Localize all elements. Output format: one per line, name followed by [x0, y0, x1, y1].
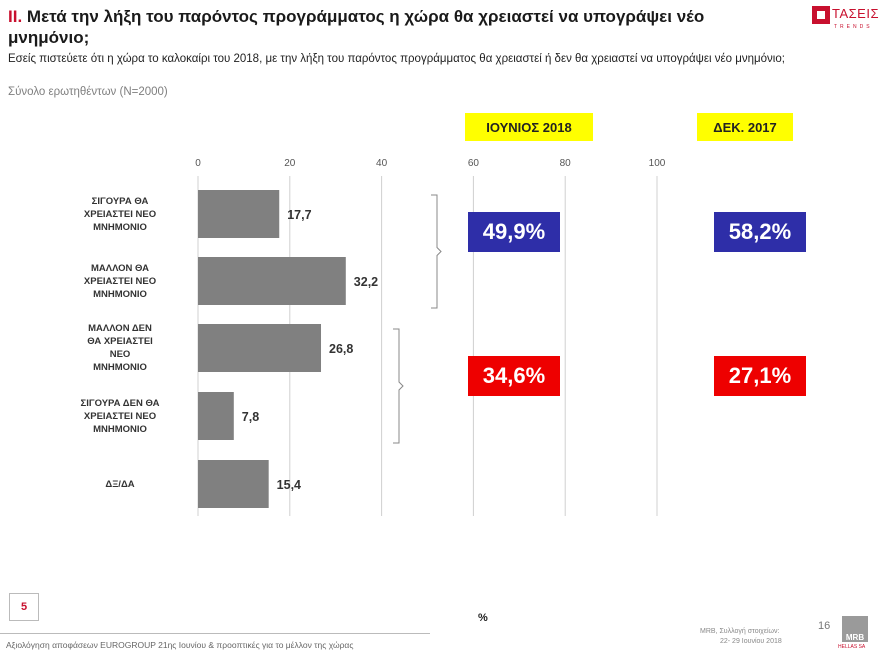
category-label: ΣΙΓΟΥΡΑ ΔΕΝ ΘΑ ΧΡΕΙΑΣΤΕΙ ΝΕΟ ΜΝΗΜΟΝΙΟ	[45, 397, 195, 436]
x-tick-label: 60	[468, 158, 480, 169]
title-text: Μετά την λήξη του παρόντος προγράμματος …	[8, 7, 705, 47]
source-line-2: 22- 29 Ιουνίου 2018	[720, 638, 782, 645]
category-label-line: ΧΡΕΙΑΣΤΕΙ ΝΕΟ	[83, 208, 157, 220]
sample-base: Σύνολο ερωτηθέντων (Ν=2000)	[8, 86, 168, 98]
pct-yes-2018: 49,9%	[468, 212, 560, 252]
group-label-2018: ΙΟΥΝΙΟΣ 2018	[465, 113, 593, 141]
bar	[198, 460, 269, 508]
source-line-1: MRB, Συλλογή στοιχείων:	[700, 628, 780, 635]
category-label-line: ΘΑ ΧΡΕΙΑΣΤΕΙ	[87, 336, 153, 347]
pct-no-2018: 34,6%	[468, 356, 560, 396]
mrb-logo: MRB	[842, 616, 868, 642]
category-label-line: ΜΝΗΜΟΝΙΟ	[93, 221, 147, 233]
bracket-no	[393, 328, 404, 444]
category-label: ΜΑΛΛΟΝ ΘΑ ΧΡΕΙΑΣΤΕΙ ΝΕΟ ΜΝΗΜΟΝΙΟ	[45, 262, 195, 301]
pct-yes-2017: 58,2%	[714, 212, 806, 252]
bar	[198, 324, 322, 372]
logo-text: ΤΑΣΕΙΣ	[832, 6, 880, 21]
data-label: 32,2	[354, 275, 378, 289]
category-label-line: ΜΑΛΛΟΝ ΘΑ	[90, 262, 150, 274]
category-label: ΣΙΓΟΥΡΑ ΘΑ ΧΡΕΙΑΣΤΕΙ ΝΕΟ ΜΝΗΜΟΝΙΟ	[45, 195, 195, 234]
category-label-line: ΜΝΗΜΟΝΙΟ	[93, 288, 147, 300]
title-number: II.	[8, 7, 23, 26]
data-label: 7,8	[242, 410, 259, 424]
bracket-yes	[431, 194, 442, 309]
x-tick-label: 20	[284, 158, 296, 169]
category-label-line: ΧΡΕΙΑΣΤΕΙ ΝΕΟ	[83, 410, 157, 422]
category-label: ΔΞ/ΔΑ	[45, 478, 195, 491]
group-label-2017: ΔΕΚ. 2017	[697, 113, 793, 141]
x-tick-label: 80	[560, 158, 572, 169]
slide-tag: 5	[9, 593, 39, 621]
x-axis-unit: %	[478, 612, 488, 624]
bar	[198, 190, 280, 238]
data-label: 15,4	[277, 478, 301, 492]
page-title: II. Μετά την λήξη του παρόντος προγράμμα…	[8, 6, 768, 48]
category-label: ΜΑΛΛΟΝ ΔΕΝ ΘΑ ΧΡΕΙΑΣΤΕΙ ΝΕΟ ΜΝΗΜΟΝΙΟ	[45, 322, 195, 374]
bar	[198, 392, 234, 440]
category-label-line: ΣΙΓΟΥΡΑ ΘΑ	[91, 195, 149, 207]
category-label-line: ΜΝΗΜΟΝΙΟ	[93, 423, 147, 435]
category-label-line: ΝΕΟ	[109, 349, 131, 360]
category-label-line: ΜΑΛΛΟΝ ΔΕΝ	[88, 323, 152, 334]
mrb-logo-sub: HELLAS SA	[838, 644, 866, 650]
footer-text: Αξιολόγηση αποφάσεων EUROGROUP 21ης Ιουν…	[6, 640, 354, 650]
tasis-logo: ΤΑΣΕΙΣ TRENDS	[812, 4, 879, 34]
x-tick-label: 0	[195, 158, 201, 169]
logo-subtext: TRENDS	[834, 24, 873, 30]
footer-divider	[0, 633, 430, 634]
page-number: 16	[818, 620, 831, 632]
x-tick-label: 100	[649, 158, 666, 169]
data-label: 26,8	[329, 342, 353, 356]
category-label-line: ΧΡΕΙΑΣΤΕΙ ΝΕΟ	[83, 275, 157, 287]
category-label-line: ΔΞ/ΔΑ	[105, 478, 135, 490]
category-label-line: ΣΙΓΟΥΡΑ ΔΕΝ ΘΑ	[80, 397, 160, 409]
category-label-line: ΜΝΗΜΟΝΙΟ	[93, 362, 147, 373]
survey-question: Εσείς πιστεύετε ότι η χώρα το καλοκαίρι …	[8, 53, 785, 65]
x-tick-label: 40	[376, 158, 388, 169]
pct-no-2017: 27,1%	[714, 356, 806, 396]
logo-mark-icon	[812, 6, 830, 24]
data-label: 17,7	[287, 208, 311, 222]
bar	[198, 257, 346, 305]
